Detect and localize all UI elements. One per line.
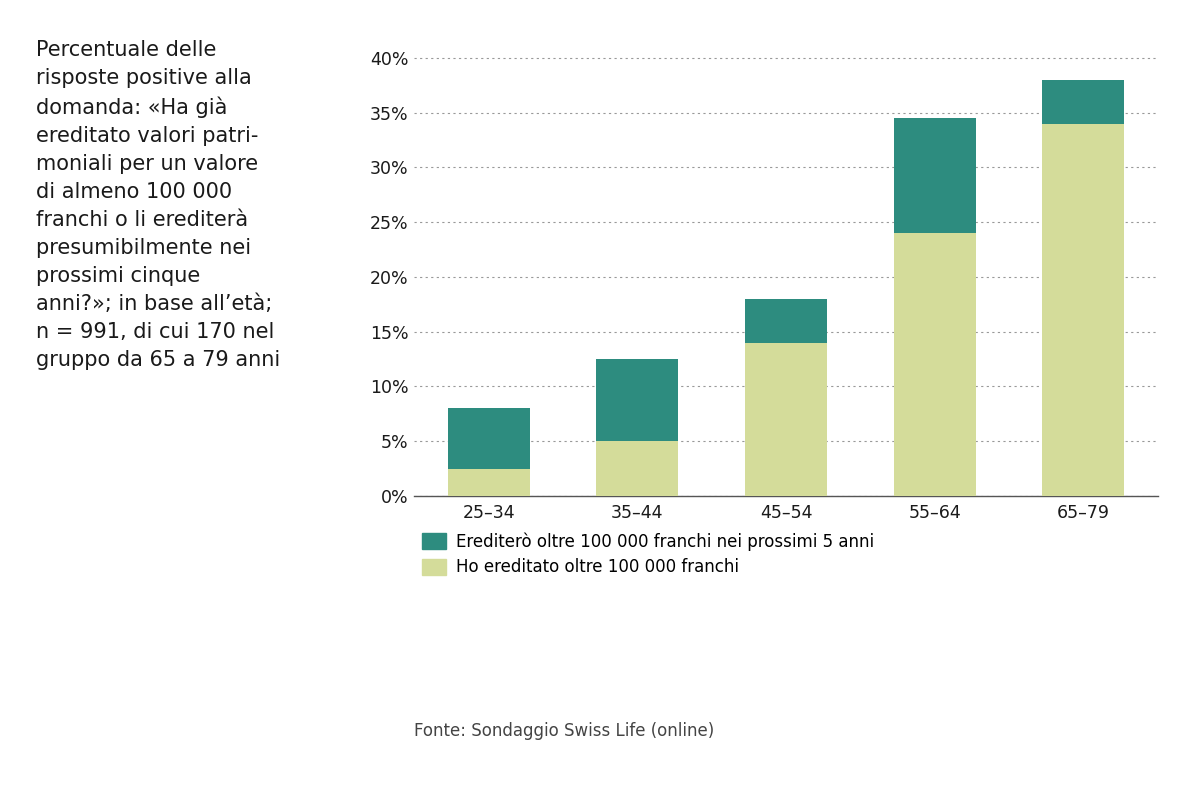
- Bar: [745, 299, 827, 342]
- Text: Fonte: Sondaggio Swiss Life (online): Fonte: Sondaggio Swiss Life (online): [414, 722, 714, 740]
- Bar: [894, 118, 976, 233]
- Bar: [1043, 80, 1124, 124]
- Bar: [745, 342, 827, 496]
- Bar: [1043, 124, 1124, 496]
- Bar: [894, 233, 976, 496]
- Bar: [448, 469, 529, 496]
- Bar: [448, 408, 529, 469]
- Bar: [596, 359, 678, 442]
- Text: Percentuale delle
risposte positive alla
domanda: «Ha già
ereditato valori patri: Percentuale delle risposte positive alla…: [36, 40, 281, 370]
- Bar: [596, 442, 678, 496]
- Legend: Erediterò oltre 100 000 franchi nei prossimi 5 anni, Ho ereditato oltre 100 000 : Erediterò oltre 100 000 franchi nei pros…: [422, 532, 874, 576]
